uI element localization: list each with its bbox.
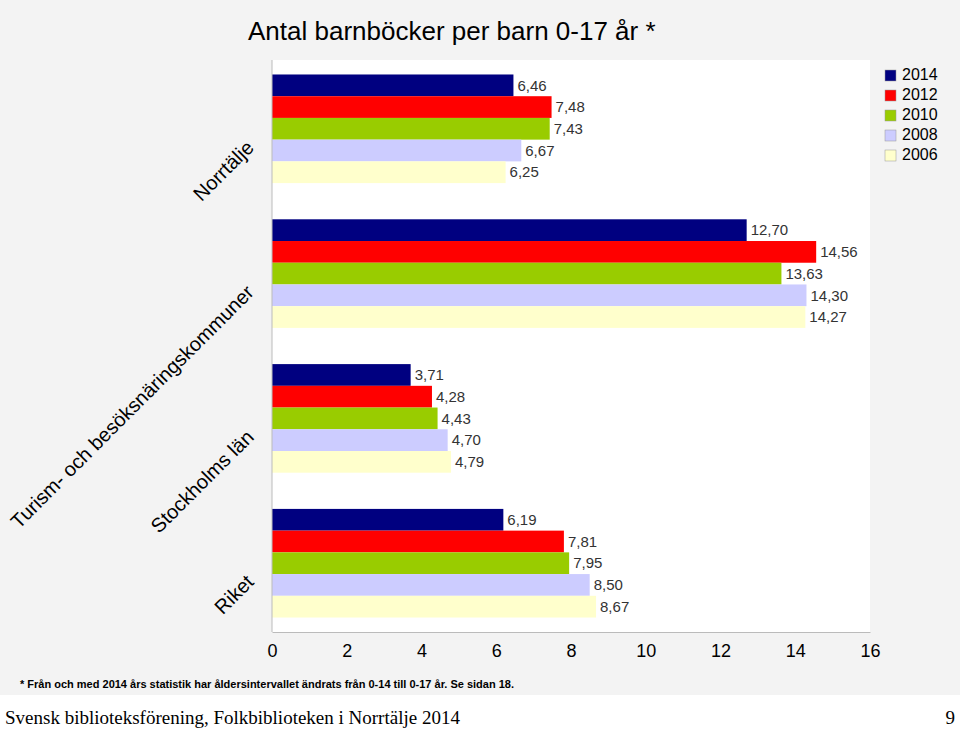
data-label: 12,70 — [751, 221, 789, 238]
data-label: 6,67 — [525, 142, 554, 159]
tick-label: 0 — [267, 641, 277, 661]
bar — [272, 386, 432, 408]
legend-label: 2010 — [902, 106, 938, 123]
bar — [272, 219, 747, 241]
data-label: 4,43 — [442, 410, 471, 427]
tick-label: 12 — [711, 641, 731, 661]
tick: 4 — [417, 632, 427, 661]
category-label: Norrtälje — [189, 136, 258, 205]
chart: 6,46 12,70 3,71 6,19 7,48 14,56 4,28 7,81 7,43 13… — [0, 0, 960, 730]
tick-label: 14 — [786, 641, 806, 661]
data-label: 7,81 — [568, 533, 597, 550]
data-label: 13,63 — [785, 265, 823, 282]
bar — [272, 161, 506, 183]
legend-label: 2006 — [902, 146, 938, 163]
category-labels: Norrtälje Turism- och besöksnäringskommun… — [6, 136, 258, 618]
bar — [272, 574, 590, 596]
legend: 2014 2012 2010 2008 2006 — [885, 66, 938, 163]
legend-swatch — [885, 90, 896, 101]
data-label: 4,70 — [452, 431, 481, 448]
data-label: 6,46 — [517, 77, 546, 94]
bar — [272, 531, 564, 553]
data-label: 14,27 — [809, 308, 847, 325]
tick-label: 16 — [860, 641, 880, 661]
data-label: 7,43 — [554, 120, 583, 137]
data-label: 14,56 — [820, 243, 858, 260]
data-label: 7,48 — [556, 98, 585, 115]
legend-label: 2008 — [902, 126, 938, 143]
page-number: 9 — [946, 707, 956, 728]
bar — [272, 451, 451, 473]
bar — [272, 596, 596, 618]
data-label: 6,25 — [510, 163, 539, 180]
bar — [272, 74, 513, 96]
data-label: 4,28 — [436, 388, 465, 405]
plot-background — [272, 60, 870, 632]
data-labels: 6,46 12,70 3,71 6,19 7,48 14,56 4,28 7,81 7,43 13… — [415, 77, 858, 615]
data-label: 8,50 — [594, 576, 623, 593]
axis-line — [273, 632, 871, 633]
bar — [272, 364, 411, 386]
tick-label: 6 — [492, 641, 502, 661]
page-footer: Svensk biblioteksförening, Folkbibliotek… — [5, 707, 460, 728]
tick: 2 — [342, 632, 352, 661]
tick: 16 — [860, 632, 880, 661]
data-label: 14,30 — [810, 287, 848, 304]
y-axis-line — [272, 60, 273, 632]
legend-swatch — [885, 110, 896, 121]
tick: 12 — [711, 632, 731, 661]
data-label: 8,67 — [600, 598, 629, 615]
legend-swatch — [885, 150, 896, 161]
bar — [272, 241, 816, 263]
title: Antal barnböcker per barn 0-17 år * — [248, 16, 656, 46]
bar — [272, 263, 781, 285]
data-label: 6,19 — [507, 511, 536, 528]
tick: 14 — [786, 632, 806, 661]
x-axis: 0 2 4 6 8 10 12 14 16 — [267, 632, 880, 661]
tick: 10 — [636, 632, 656, 661]
category-label: Riket — [210, 570, 258, 618]
tick-label: 10 — [636, 641, 656, 661]
footnote: * Från och med 2014 års statistik har ål… — [20, 678, 514, 690]
tick: 6 — [492, 632, 502, 661]
tick-label: 4 — [417, 641, 427, 661]
bar — [272, 552, 569, 574]
tick-label: 8 — [566, 641, 576, 661]
figure-background — [0, 0, 960, 695]
data-label: 4,79 — [455, 453, 484, 470]
tick-label: 2 — [342, 641, 352, 661]
tick: 8 — [566, 632, 576, 661]
tick: 0 — [267, 632, 277, 661]
data-label: 3,71 — [415, 366, 444, 383]
bars — [272, 74, 816, 617]
data-label: 7,95 — [573, 554, 602, 571]
bar — [272, 118, 550, 140]
bar — [272, 306, 805, 328]
category-label: Turism- och besöksnäringskommuner — [6, 281, 258, 533]
legend-label: 2014 — [902, 66, 938, 83]
bar — [272, 140, 521, 162]
bar — [272, 284, 806, 306]
category-label: Stockholms län — [146, 426, 257, 537]
bar — [272, 509, 503, 531]
bar — [272, 408, 438, 430]
bar — [272, 429, 448, 451]
legend-swatch — [885, 70, 896, 81]
legend-swatch — [885, 130, 896, 141]
legend-label: 2012 — [902, 86, 938, 103]
bar — [272, 96, 552, 118]
